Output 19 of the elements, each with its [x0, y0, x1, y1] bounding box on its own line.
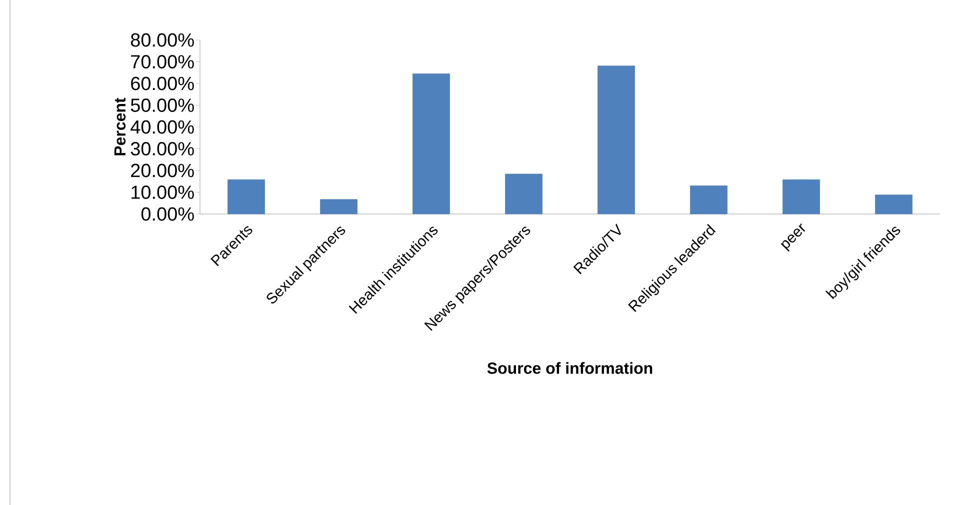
bar: [598, 66, 635, 214]
y-tick-label: 70.00%: [131, 55, 194, 68]
y-tick-label: 20.00%: [131, 164, 194, 178]
y-tick-label: 80.00%: [130, 33, 194, 47]
bar: [875, 194, 912, 214]
bar: [412, 74, 450, 214]
x-axis-title: Source of information: [487, 362, 652, 374]
bar: [782, 179, 820, 214]
bar: [320, 199, 358, 214]
y-tick-label: 50.00%: [130, 98, 194, 112]
y-axis-title: Percent: [114, 98, 126, 156]
bar: [228, 179, 265, 214]
bar: [690, 186, 728, 214]
bar: [505, 174, 542, 214]
y-tick-label: 40.00%: [130, 120, 194, 134]
y-tick-label: 60.00%: [131, 76, 194, 90]
y-tick-label: 30.00%: [130, 142, 194, 156]
y-tick-label: 10.00%: [132, 186, 194, 199]
y-tick-label: 0.00%: [141, 207, 194, 221]
